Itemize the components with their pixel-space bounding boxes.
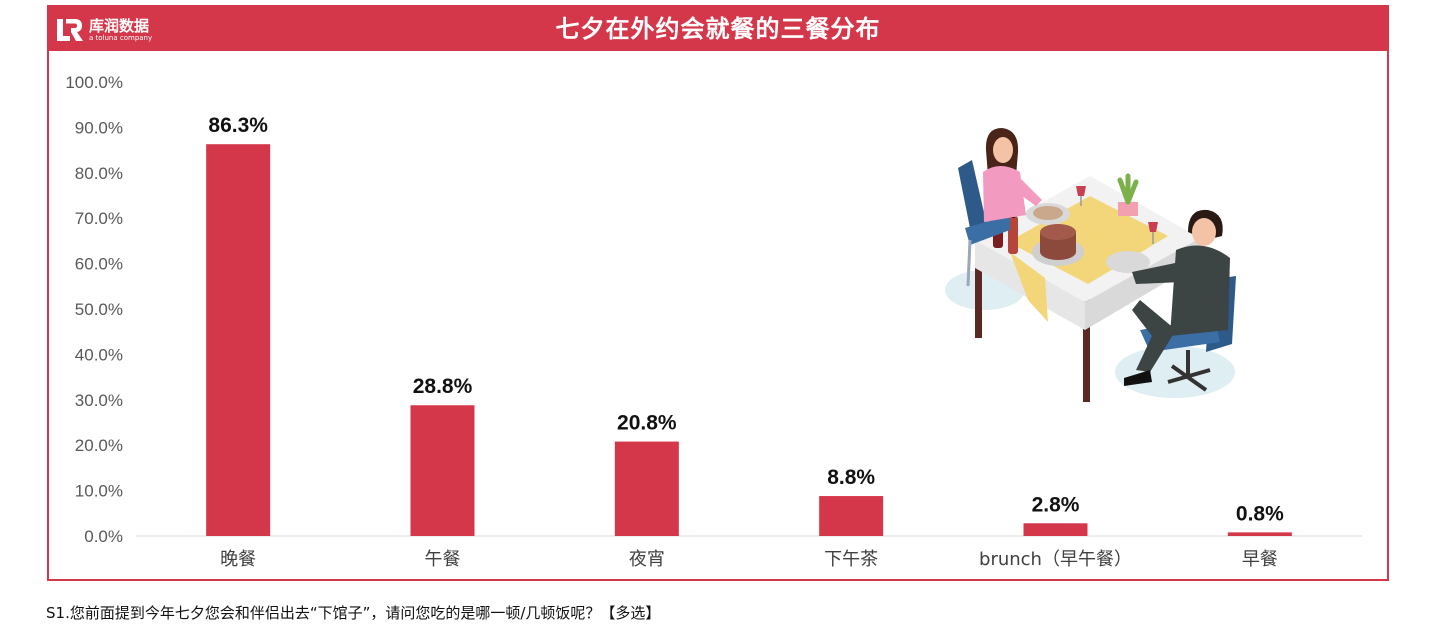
bar [819, 496, 884, 536]
x-axis: 晚餐 午餐 夜宵 下午茶 brunch（早午餐） 早餐 [220, 549, 1278, 570]
logo-name: 库润数据 [89, 16, 150, 35]
logo-subtitle: a toluna company [89, 33, 153, 42]
x-tick-label: brunch（早午餐） [979, 549, 1132, 570]
y-tick-label: 90.0% [75, 118, 123, 137]
footnote: S1.您前面提到今年七夕您会和伴侣出去“下馆子”，请问您吃的是哪一顿/几顿饭呢？… [46, 604, 661, 622]
bar [1023, 523, 1088, 536]
data-label: 28.8% [413, 375, 473, 398]
y-tick-label: 100.0% [65, 73, 123, 92]
bar-series: 86.3% 28.8% 20.8% 8.8% 2.8% 0.8% [206, 114, 1292, 536]
data-label: 2.8% [1032, 493, 1080, 516]
logo-mark-icon [57, 19, 83, 41]
data-label: 8.8% [827, 466, 875, 489]
y-tick-label: 10.0% [75, 482, 123, 501]
data-label: 20.8% [617, 412, 677, 435]
bar [1227, 532, 1292, 536]
y-tick-label: 30.0% [75, 391, 123, 410]
x-tick-label: 午餐 [425, 549, 461, 570]
x-tick-label: 早餐 [1242, 549, 1278, 570]
y-axis: 0.0% 10.0% 20.0% 30.0% 40.0% 50.0% 60.0% 70.0% 8… [65, 73, 123, 546]
y-tick-label: 70.0% [75, 209, 123, 228]
bar [206, 144, 271, 536]
title-banner [49, 7, 1387, 51]
y-tick-label: 0.0% [84, 527, 123, 546]
y-tick-label: 60.0% [75, 255, 123, 274]
x-tick-label: 晚餐 [220, 549, 256, 570]
y-tick-label: 50.0% [75, 300, 123, 319]
chart-frame: 七夕在外约会就餐的三餐分布 库润数据 a toluna company [47, 5, 1389, 581]
x-tick-label: 下午茶 [824, 549, 878, 570]
x-tick-label: 夜宵 [629, 549, 665, 570]
bar [614, 441, 679, 536]
y-tick-label: 20.0% [75, 436, 123, 455]
data-label: 86.3% [208, 114, 268, 137]
y-tick-label: 40.0% [75, 345, 123, 364]
brand-logo: 库润数据 a toluna company [55, 13, 152, 47]
data-label: 0.8% [1236, 502, 1284, 525]
bar [410, 405, 475, 536]
y-tick-label: 80.0% [75, 164, 123, 183]
couple-dining-illustration [945, 128, 1236, 402]
chart-title: 七夕在外约会就餐的三餐分布 [555, 15, 881, 43]
